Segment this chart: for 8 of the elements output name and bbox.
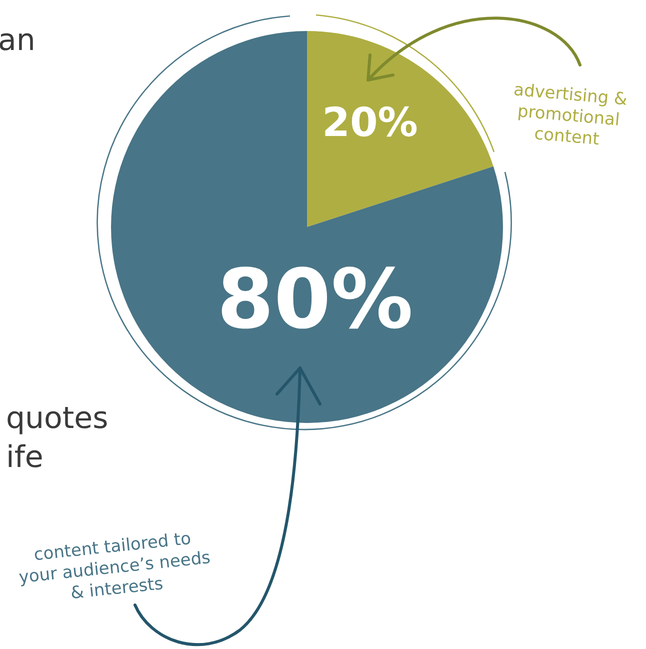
- text: quotes: [6, 401, 108, 436]
- data-label: 80%: [216, 252, 414, 348]
- slice-label: advertising & promotional content: [512, 80, 628, 150]
- text: ife: [6, 440, 44, 475]
- pie-slice: [307, 31, 494, 227]
- slice-label: content tailored to your audience’s needs & interests: [18, 528, 212, 604]
- data-label: 20%: [322, 100, 418, 146]
- text: an: [0, 23, 36, 58]
